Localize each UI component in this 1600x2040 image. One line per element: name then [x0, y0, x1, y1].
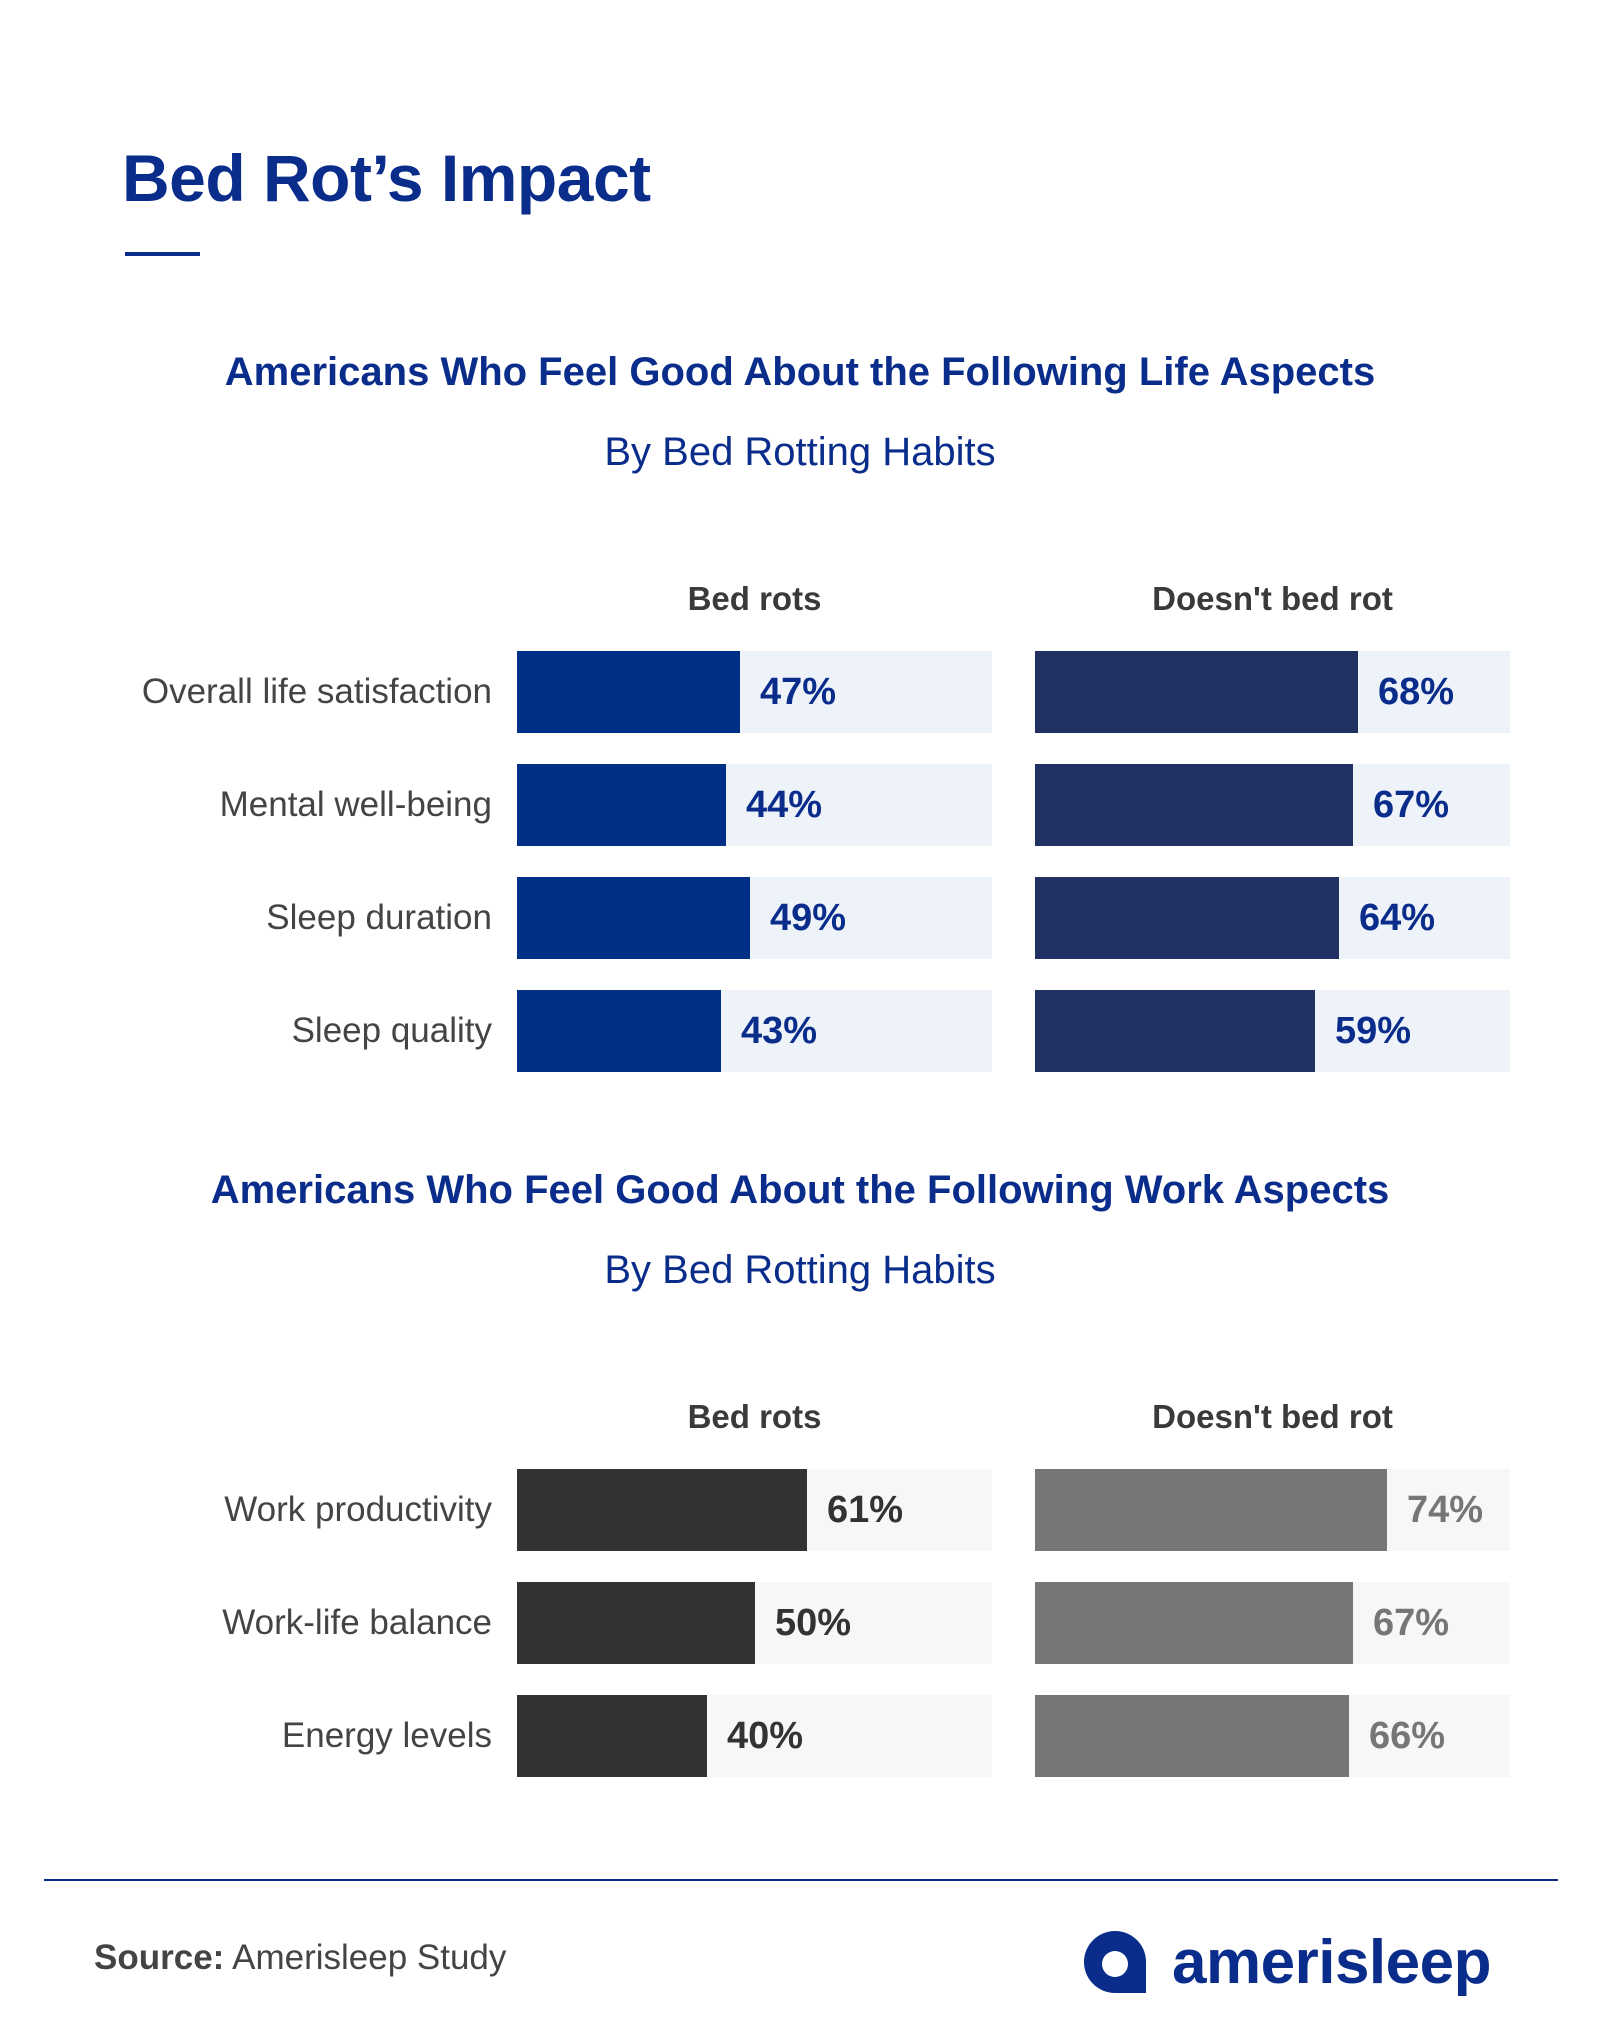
bar-track: 47% — [517, 651, 992, 733]
bar-bed-rots — [517, 764, 726, 846]
bar-value-label: 49% — [770, 897, 847, 939]
bar-track: 49% — [517, 877, 992, 959]
bar-value-label: 61% — [827, 1489, 904, 1531]
bar-value-label: 50% — [775, 1602, 852, 1644]
brand-logo: amerisleep — [1078, 1922, 1492, 2002]
page-title: Bed Rot’s Impact — [122, 141, 651, 215]
bar-track: 68% — [1035, 651, 1510, 733]
bar-track: 74% — [1035, 1469, 1510, 1551]
bar-value-label: 47% — [760, 671, 837, 713]
category-label: Sleep quality — [291, 1011, 492, 1050]
bar-track: 64% — [1035, 877, 1510, 959]
bar-bed-rots — [517, 1695, 707, 1777]
bar-doesnt-bed-rot — [1035, 877, 1339, 959]
bar-bed-rots — [517, 651, 740, 733]
source-note: Source: Amerisleep Study — [94, 1938, 506, 1978]
footer-divider — [44, 1879, 1558, 1881]
bar-value-label: 74% — [1407, 1489, 1484, 1531]
bar-doesnt-bed-rot — [1035, 1695, 1349, 1777]
category-label: Sleep duration — [266, 898, 492, 937]
logo-wordmark: amerisleep — [1172, 1927, 1492, 1997]
bar-doesnt-bed-rot — [1035, 990, 1315, 1072]
bar-value-label: 66% — [1369, 1715, 1446, 1757]
bar-doesnt-bed-rot — [1035, 1469, 1387, 1551]
legend-bed-rots: Bed rots — [687, 1398, 822, 1435]
category-label: Work productivity — [224, 1490, 492, 1529]
category-label: Mental well-being — [219, 785, 492, 824]
legend-doesnt-bed-rot: Doesn't bed rot — [1152, 580, 1393, 617]
bar-bed-rots — [517, 990, 721, 1072]
bar-track: 40% — [517, 1695, 992, 1777]
bar-doesnt-bed-rot — [1035, 764, 1353, 846]
bar-track: 50% — [517, 1582, 992, 1664]
category-label: Work-life balance — [222, 1603, 492, 1642]
bar-bed-rots — [517, 1582, 755, 1664]
legend-bed-rots: Bed rots — [687, 580, 822, 617]
category-label: Overall life satisfaction — [141, 672, 492, 711]
bar-track: 44% — [517, 764, 992, 846]
bar-track: 67% — [1035, 764, 1510, 846]
bar-bed-rots — [517, 1469, 807, 1551]
source-text: Amerisleep Study — [232, 1938, 507, 1977]
bar-track: 43% — [517, 990, 992, 1072]
category-label: Energy levels — [281, 1716, 492, 1755]
bar-bed-rots — [517, 877, 750, 959]
amerisleep-logo-icon — [1083, 1931, 1147, 1993]
chart-2-title: Americans Who Feel Good About the Follow… — [210, 1168, 1390, 1212]
source-label: Source: — [94, 1938, 225, 1977]
title-underline — [125, 252, 200, 256]
bar-track: 67% — [1035, 1582, 1510, 1664]
bar-track: 59% — [1035, 990, 1510, 1072]
bar-value-label: 44% — [746, 784, 823, 826]
bar-value-label: 59% — [1335, 1010, 1412, 1052]
chart-2-subtitle: By Bed Rotting Habits — [604, 1248, 996, 1292]
bar-track: 66% — [1035, 1695, 1510, 1777]
bar-doesnt-bed-rot — [1035, 651, 1358, 733]
chart-1-subtitle: By Bed Rotting Habits — [604, 430, 996, 474]
bar-value-label: 67% — [1373, 1602, 1450, 1644]
legend-doesnt-bed-rot: Doesn't bed rot — [1152, 1398, 1393, 1435]
bar-value-label: 67% — [1373, 784, 1450, 826]
bar-value-label: 64% — [1359, 897, 1436, 939]
chart-1-title: Americans Who Feel Good About the Follow… — [224, 350, 1376, 394]
bar-value-label: 43% — [741, 1010, 818, 1052]
bar-track: 61% — [517, 1469, 992, 1551]
bar-value-label: 40% — [727, 1715, 804, 1757]
bar-value-label: 68% — [1378, 671, 1455, 713]
bar-doesnt-bed-rot — [1035, 1582, 1353, 1664]
